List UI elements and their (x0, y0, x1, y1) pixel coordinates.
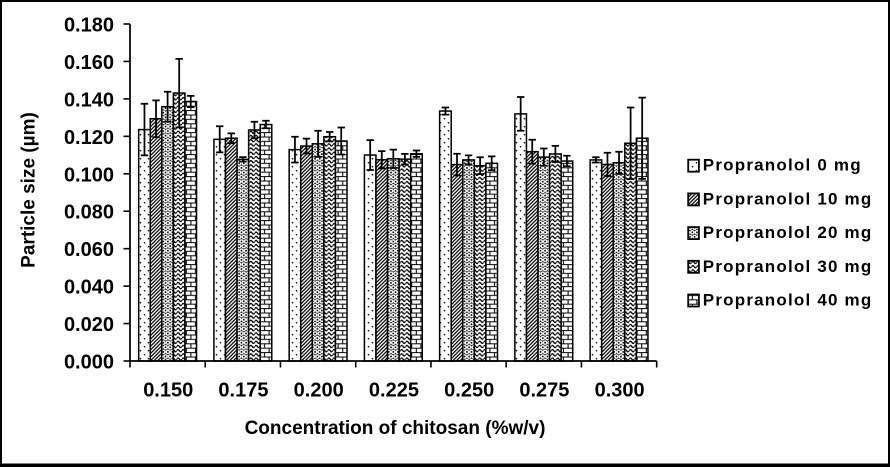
svg-text:Propranolol 10 mg: Propranolol 10 mg (703, 189, 873, 208)
svg-text:0.160: 0.160 (64, 52, 114, 74)
svg-text:0.250: 0.250 (444, 380, 494, 402)
svg-text:0.225: 0.225 (369, 380, 419, 402)
svg-text:0.000: 0.000 (64, 352, 114, 374)
svg-text:0.120: 0.120 (64, 127, 114, 149)
svg-text:Propranolol 20 mg: Propranolol 20 mg (703, 223, 873, 242)
svg-text:Propranolol 30 mg: Propranolol 30 mg (703, 257, 873, 276)
svg-text:Concentration of chitosan (%w/: Concentration of chitosan (%w/v) (245, 418, 546, 439)
svg-text:0.080: 0.080 (64, 202, 114, 224)
svg-text:0.275: 0.275 (519, 380, 569, 402)
svg-text:0.100: 0.100 (64, 164, 114, 186)
svg-text:Propranolol 40 mg: Propranolol 40 mg (703, 291, 873, 310)
svg-text:0.180: 0.180 (64, 15, 114, 37)
svg-text:0.060: 0.060 (64, 239, 114, 261)
svg-text:0.200: 0.200 (294, 380, 344, 402)
svg-text:Propranolol 0 mg: Propranolol 0 mg (703, 156, 862, 175)
svg-text:Particle size (µm): Particle size (µm) (19, 112, 40, 268)
svg-text:0.020: 0.020 (64, 314, 114, 336)
svg-text:0.150: 0.150 (143, 380, 193, 402)
svg-text:0.140: 0.140 (64, 89, 114, 111)
svg-text:0.175: 0.175 (218, 380, 268, 402)
svg-text:0.300: 0.300 (595, 380, 645, 402)
svg-text:0.040: 0.040 (64, 277, 114, 299)
